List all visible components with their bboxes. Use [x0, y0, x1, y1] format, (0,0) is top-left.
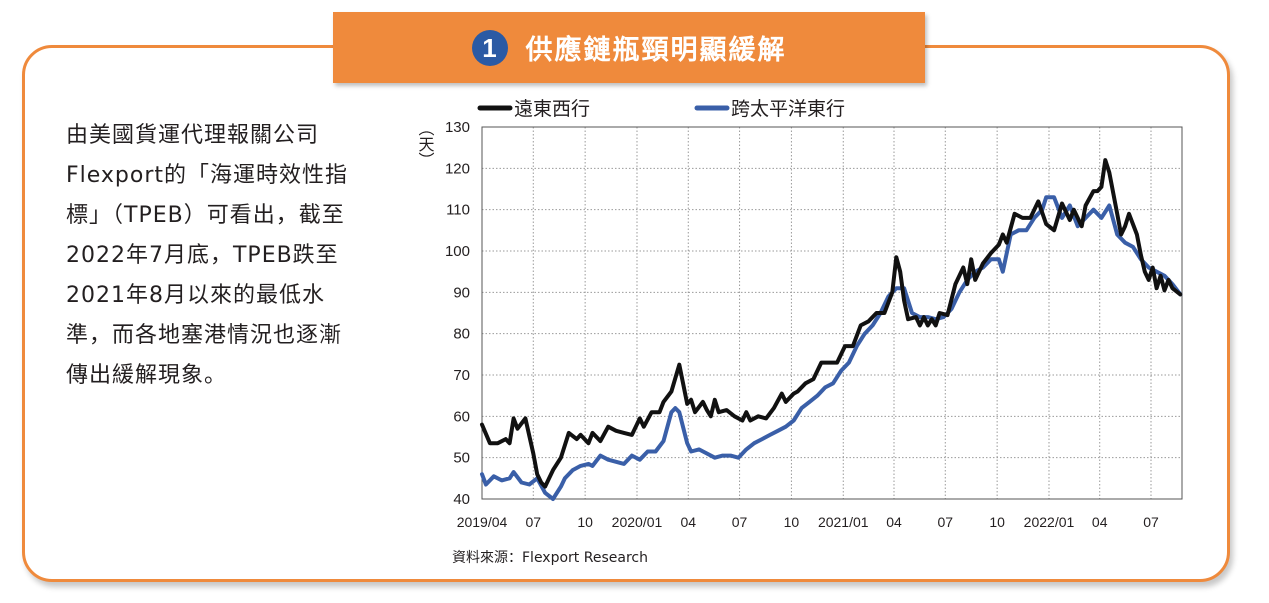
- x-tick-label: 07: [937, 514, 953, 530]
- legend-label-1: 跨太平洋東行: [731, 98, 845, 120]
- x-tick-label: 07: [732, 514, 748, 530]
- x-tick-label: 10: [989, 514, 1005, 530]
- plot-border: [481, 126, 1183, 500]
- y-tick-label: 120: [445, 160, 470, 177]
- y-tick-label: 100: [445, 243, 470, 260]
- y-tick-label: 50: [453, 450, 470, 467]
- section-title: 供應鏈瓶頸明顯緩解: [525, 35, 787, 66]
- title-banner: 1 供應鏈瓶頸明顯緩解: [333, 12, 925, 83]
- y-tick-label: 90: [453, 284, 470, 301]
- y-tick-label: 60: [453, 408, 470, 425]
- y-tick-label: 110: [446, 202, 470, 219]
- y-tick-label: 130: [445, 119, 470, 136]
- x-tick-label: 07: [1143, 514, 1159, 530]
- series-line-0: [480, 158, 1183, 489]
- x-tick-label: 04: [1092, 514, 1108, 530]
- y-axis-label: （天）: [416, 120, 435, 168]
- y-tick-label: 80: [453, 326, 470, 343]
- x-tick-label: 10: [784, 514, 800, 530]
- x-tick-label: 2019/04: [457, 514, 508, 530]
- y-tick-label: 70: [453, 367, 470, 384]
- series-line-1: [480, 195, 1183, 501]
- x-tick-label: 04: [680, 514, 696, 530]
- section-number-badge: 1: [471, 29, 508, 66]
- legend-label-0: 遠東西行: [514, 98, 590, 120]
- x-tick-label: 07: [525, 514, 541, 530]
- x-tick-label: 2020/01: [612, 514, 663, 530]
- line-chart: 40 50 60 70 80 90 100 110 120 130 2019/04 07 10 2020/…: [416, 98, 1183, 530]
- x-tick-label: 10: [577, 514, 593, 530]
- x-tick-label: 04: [886, 514, 902, 530]
- article-text: 由美國貨運代理報關公司Flexport的「海運時效性指標」（TPEB）可看出，截…: [66, 123, 349, 388]
- x-tick-label: 2022/01: [1024, 514, 1075, 530]
- source-note: 資料來源：Flexport Research: [452, 550, 648, 566]
- x-tick-label: 2021/01: [818, 514, 869, 530]
- y-tick-label: 40: [453, 491, 470, 508]
